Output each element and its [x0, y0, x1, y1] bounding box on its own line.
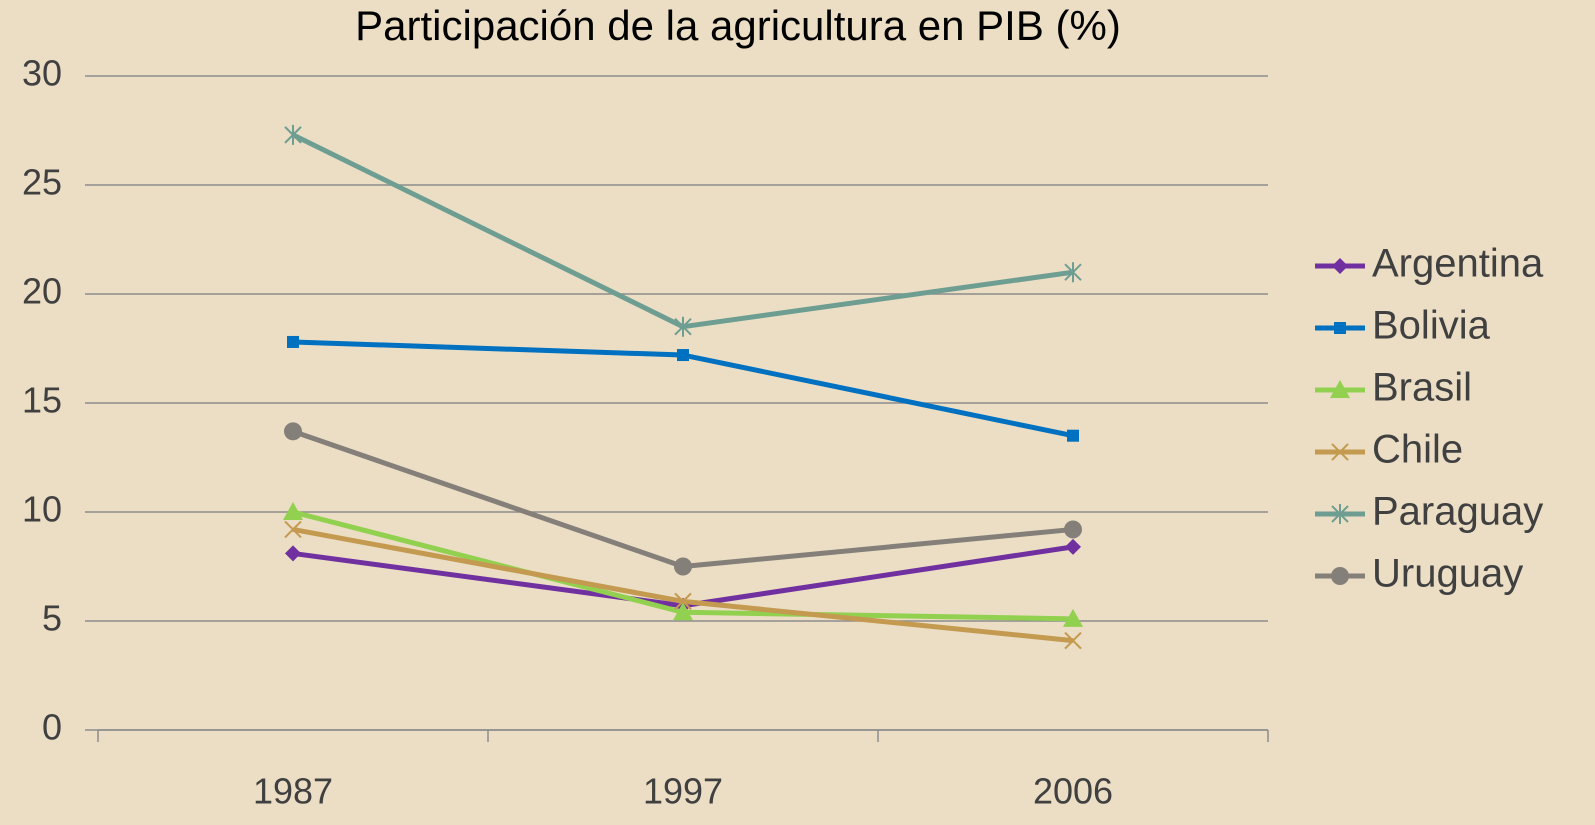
marker [674, 592, 692, 611]
marker-shape [674, 316, 692, 337]
marker [677, 349, 689, 362]
legend-label: Argentina [1372, 242, 1544, 286]
marker [1334, 322, 1346, 334]
marker-shape [673, 602, 693, 621]
marker-shape [284, 124, 302, 145]
marker-shape [1330, 380, 1350, 398]
marker [673, 602, 693, 621]
legend-label: Brasil [1372, 366, 1472, 410]
marker [1332, 258, 1348, 274]
marker-shape [1067, 429, 1079, 442]
y-tick-label: 25 [22, 162, 62, 203]
chart-title: Participación de la agricultura en PIB (… [355, 2, 1121, 49]
marker-shape [1064, 262, 1082, 283]
marker [674, 557, 692, 576]
marker [1064, 262, 1082, 283]
marker-shape [284, 422, 302, 441]
marker [1330, 380, 1350, 398]
y-tick-label: 0 [42, 707, 62, 748]
marker [1331, 504, 1349, 524]
marker-shape [283, 502, 303, 520]
marker-shape [1331, 443, 1349, 461]
x-tick-label: 2006 [1033, 771, 1113, 812]
marker-shape [1331, 504, 1349, 524]
marker-shape [1063, 608, 1083, 627]
y-tick-label: 10 [22, 489, 62, 530]
y-tick-label: 15 [22, 380, 62, 421]
marker [674, 316, 692, 337]
marker-shape [674, 592, 692, 611]
marker [284, 422, 302, 441]
marker-shape [287, 335, 299, 348]
marker-shape [284, 520, 302, 539]
marker [284, 124, 302, 145]
marker-shape [1332, 258, 1348, 274]
marker [1065, 538, 1081, 555]
marker [285, 545, 301, 562]
marker-shape [1334, 322, 1346, 334]
marker-shape [285, 545, 301, 562]
marker-shape [1065, 538, 1081, 555]
marker [1063, 608, 1083, 627]
marker-shape [1331, 567, 1349, 585]
marker-shape [677, 349, 689, 362]
y-tick-label: 5 [42, 598, 62, 639]
legend-label: Bolivia [1372, 304, 1491, 348]
marker [1064, 631, 1082, 650]
legend-label: Uruguay [1372, 552, 1523, 596]
marker-shape [674, 557, 692, 576]
legend-label: Paraguay [1372, 490, 1543, 534]
y-tick-label: 30 [22, 53, 62, 94]
x-tick-label: 1987 [253, 771, 333, 812]
marker-shape [1064, 631, 1082, 650]
x-tick-label: 1997 [643, 771, 723, 812]
marker [1331, 567, 1349, 585]
marker [1331, 443, 1349, 461]
marker [284, 520, 302, 539]
marker-shape [1064, 520, 1082, 539]
marker [287, 335, 299, 348]
marker [1064, 520, 1082, 539]
legend-label: Chile [1372, 428, 1463, 472]
y-tick-label: 20 [22, 271, 62, 312]
marker [1067, 429, 1079, 442]
marker [283, 502, 303, 520]
